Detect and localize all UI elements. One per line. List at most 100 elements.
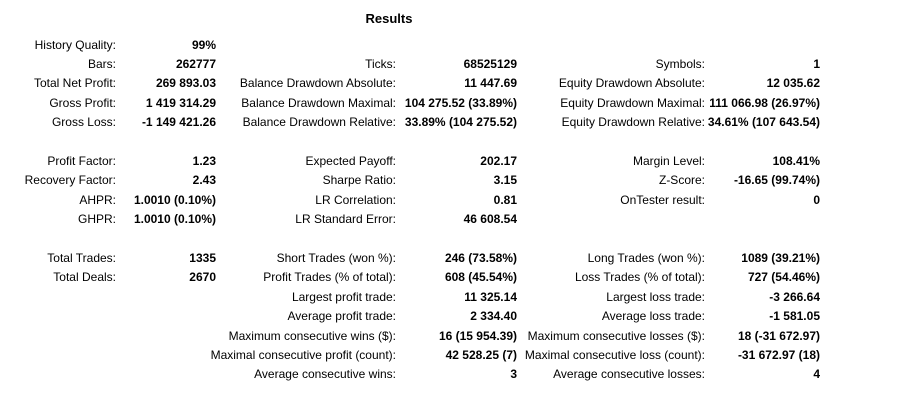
stats-row: Profit Factor: 1.23 Expected Payoff: 202.17… — [0, 151, 909, 170]
stat-label: Long Trades (won %): — [587, 250, 705, 265]
stat-label: LR Correlation: — [315, 192, 396, 207]
stat-value: 2 334.40 — [470, 309, 517, 324]
stat-value: 246 (73.58%) — [444, 250, 517, 265]
stat-label: GHPR: — [77, 212, 116, 227]
stat-value: 33.89% (104 275.52) — [404, 115, 517, 130]
stat-label: Short Trades (won %): — [276, 250, 396, 265]
stat-label — [0, 365, 116, 384]
stat-label: Total Deals: — [53, 270, 116, 285]
stat-value: 99% — [191, 37, 216, 52]
spacer-row — [0, 132, 909, 151]
stats-row: Bars: 262777 Ticks: 68525129 Symbols: 1 — [0, 54, 909, 73]
stat-label: Recovery Factor: — [24, 173, 116, 188]
stat-label: Equity Drawdown Absolute: — [558, 76, 705, 91]
stat-value: 1089 (39.21%) — [741, 250, 820, 265]
stat-value — [396, 35, 517, 54]
stat-value: 3.15 — [493, 173, 517, 188]
stat-label — [517, 35, 705, 54]
stat-label: Profit Trades (% of total): — [263, 270, 396, 285]
stat-value: 262777 — [175, 57, 216, 72]
stat-label: Balance Drawdown Relative: — [242, 115, 396, 130]
stats-row: Maximum consecutive wins ($): 16 (15 954.… — [0, 326, 909, 345]
stat-value: -1 149 421.26 — [141, 115, 216, 130]
stat-label: Largest profit trade: — [291, 289, 396, 304]
stat-label: Margin Level: — [632, 154, 705, 169]
stat-value: 3 — [510, 367, 517, 382]
stat-value: 4 — [813, 367, 820, 382]
stat-value: 46 608.54 — [463, 212, 517, 227]
stat-label — [0, 326, 116, 345]
stats-row: Gross Profit: 1 419 314.29 Balance Drawdow… — [0, 93, 909, 112]
stats-row: AHPR: 1.0010 (0.10%) LR Correlation: 0.81 On… — [0, 190, 909, 209]
stat-value: -1 581.05 — [769, 309, 820, 324]
stat-value: -16.65 (99.74%) — [733, 173, 820, 188]
stats-row: Total Net Profit: 269 893.03 Balance Drawd… — [0, 74, 909, 93]
stat-value: 11 325.14 — [464, 289, 517, 304]
title-bar: Results — [0, 11, 778, 27]
stats-row: Average consecutive wins: 3 Average consec… — [0, 365, 909, 384]
stat-value — [116, 287, 216, 306]
stat-label: OnTester result: — [620, 192, 705, 207]
stat-value: 1.23 — [192, 154, 216, 169]
stat-value: 1 — [813, 57, 820, 72]
stats-row: Total Trades: 1335 Short Trades (won %): 24… — [0, 248, 909, 267]
stat-value: 0 — [813, 192, 820, 207]
stat-label: Ticks: — [365, 57, 396, 72]
stat-label: Profit Factor: — [47, 154, 116, 169]
stat-value: -3 266.64 — [769, 289, 820, 304]
stat-value: 1 419 314.29 — [145, 95, 216, 110]
stat-value: 608 (45.54%) — [444, 270, 517, 285]
stat-value: 16 (15 954.39) — [438, 328, 517, 343]
stat-value — [116, 306, 216, 325]
stat-label — [0, 345, 116, 364]
stat-label: Gross Loss: — [51, 115, 116, 130]
stats-row: Gross Loss: -1 149 421.26 Balance Drawdown… — [0, 113, 909, 132]
stat-label: History Quality: — [34, 37, 116, 52]
stat-label: Average profit trade: — [287, 309, 396, 324]
spacer-row — [0, 229, 909, 248]
stat-label: Expected Payoff: — [305, 154, 396, 169]
stat-label — [216, 35, 396, 54]
stats-row: GHPR: 1.0010 (0.10%) LR Standard Error: 46 … — [0, 210, 909, 229]
stat-label: Z-Score: — [658, 173, 705, 188]
stat-value: 42 528.25 (7) — [445, 347, 517, 362]
stat-label: Gross Profit: — [49, 95, 116, 110]
stats-row: Recovery Factor: 2.43 Sharpe Ratio: 3.15 Z-S… — [0, 171, 909, 190]
stat-label: AHPR: — [79, 192, 116, 207]
stat-label: Maximum consecutive wins ($): — [228, 328, 396, 343]
stat-label — [0, 287, 116, 306]
stat-value: 12 035.62 — [766, 76, 820, 91]
stat-label: Average consecutive losses: — [553, 367, 705, 382]
stat-value: 202.17 — [480, 154, 517, 169]
stat-value — [116, 326, 216, 345]
stat-value: 111 066.98 (26.97%) — [709, 95, 820, 110]
stats-row: Largest profit trade: 11 325.14 Largest lo… — [0, 287, 909, 306]
stat-label: Largest loss trade: — [606, 289, 705, 304]
stat-label — [0, 306, 116, 325]
stat-label — [517, 210, 705, 229]
stat-value: -31 672.97 (18) — [737, 347, 820, 362]
stat-label: Maximal consecutive profit (count): — [210, 347, 396, 362]
stat-value: 269 893.03 — [155, 76, 216, 91]
stat-label: Maximal consecutive loss (count): — [524, 347, 705, 362]
stat-value: 2670 — [189, 270, 216, 285]
stat-value: 1.0010 (0.10%) — [133, 212, 216, 227]
stat-value — [705, 35, 820, 54]
stat-value: 1335 — [189, 250, 216, 265]
stat-value: 108.41% — [772, 154, 820, 169]
stat-label: Average consecutive wins: — [254, 367, 396, 382]
stat-value — [116, 365, 216, 384]
stat-label: Sharpe Ratio: — [322, 173, 396, 188]
stats-row: History Quality: 99% — [0, 35, 909, 54]
stat-value: 104 275.52 (33.89%) — [404, 95, 517, 110]
stat-value: 0.81 — [493, 192, 517, 207]
stat-value: 727 (54.46%) — [747, 270, 820, 285]
stat-value — [705, 210, 820, 229]
stat-value: 34.61% (107 643.54) — [707, 115, 820, 130]
stat-value: 68525129 — [463, 57, 517, 72]
stat-value: 11 447.69 — [464, 76, 517, 91]
stat-label: Maximum consecutive losses ($): — [527, 328, 705, 343]
stat-value: 18 (-31 672.97) — [737, 328, 820, 343]
stat-label: LR Standard Error: — [295, 212, 396, 227]
